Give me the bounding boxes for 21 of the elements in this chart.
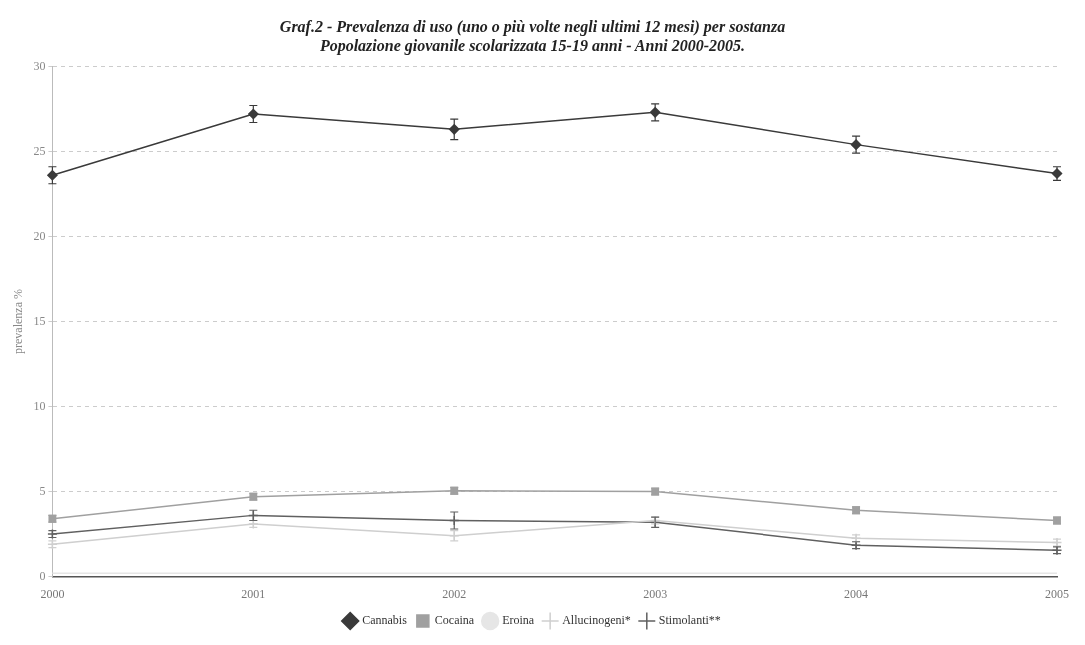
y-tick-label: 20 [33, 228, 46, 243]
x-tick-label: 2000 [40, 586, 65, 601]
legend-label: Stimolanti** [658, 613, 721, 628]
y-tick-label: 30 [33, 58, 46, 73]
chart-title: Graf.2 - Prevalenza di uso (uno o più volte negli ultimi 12 mesi) per sostanza [279, 17, 786, 36]
legend-label: Cannabis [362, 613, 408, 628]
y-axis-title: prevalenza % [11, 289, 26, 354]
y-tick-label: 10 [33, 398, 46, 413]
legend-label: Cocaina [434, 613, 475, 628]
x-tick-label: 2003 [643, 586, 668, 601]
x-tick-label: 2005 [1045, 586, 1069, 601]
y-tick-label: 0 [39, 568, 46, 583]
y-tick-label: 25 [33, 143, 46, 158]
x-tick-label: 2001 [241, 586, 266, 601]
x-tick-label: 2002 [442, 586, 467, 601]
legend-label: Eroina [502, 613, 535, 628]
legend-label: Allucinogeni* [562, 613, 631, 628]
x-tick-label: 2004 [844, 586, 869, 601]
chart-subtitle: Popolazione giovanile scolarizzata 15-19 anni - Anni 2000-2005. [318, 36, 746, 55]
y-tick-label: 15 [33, 313, 46, 328]
y-tick-label: 5 [39, 483, 46, 498]
